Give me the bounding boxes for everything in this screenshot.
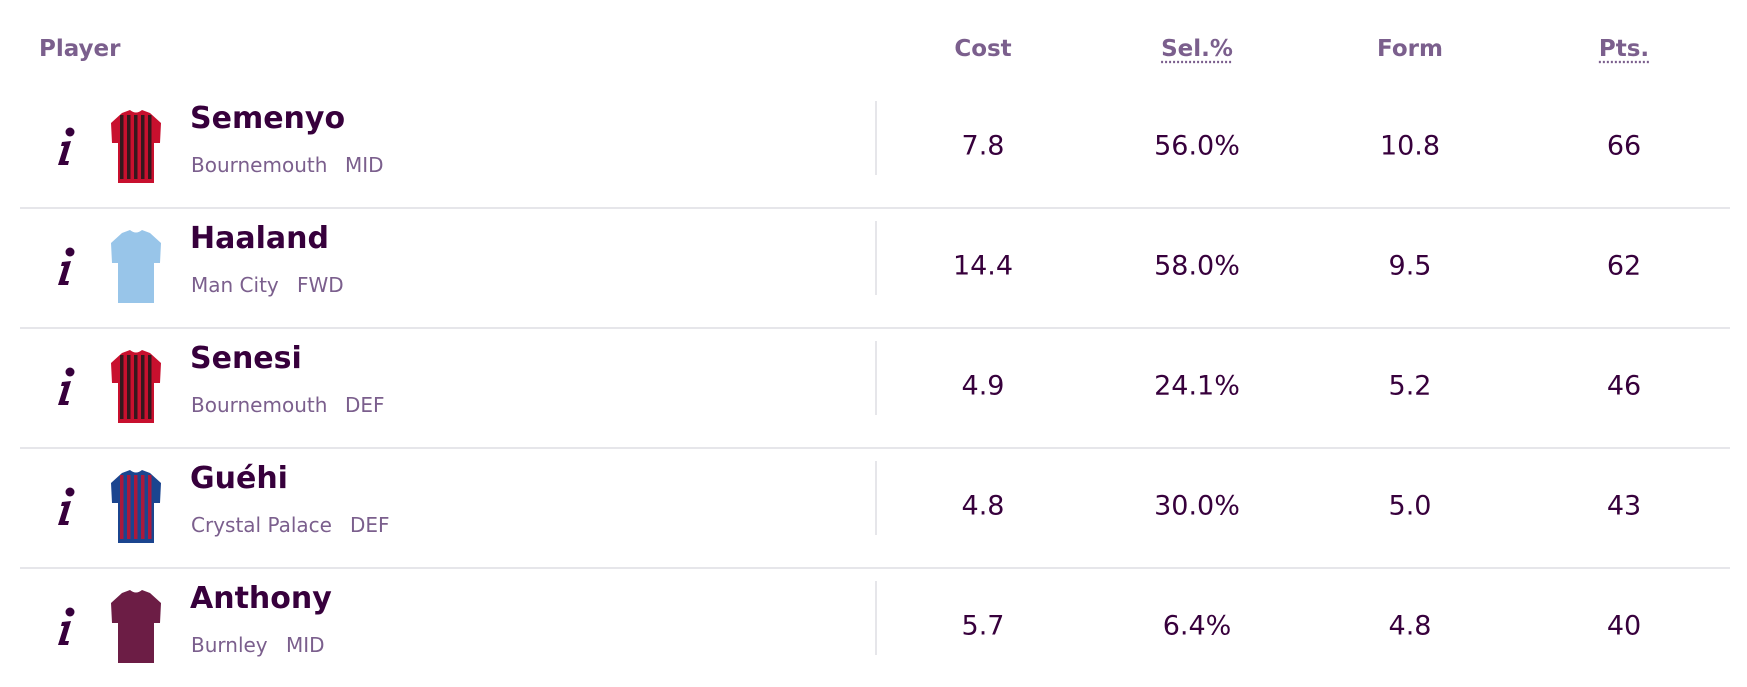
info-icon[interactable] — [50, 125, 80, 169]
stat-selected: 30.0% — [1154, 490, 1240, 522]
header-selected[interactable]: Sel.% — [1161, 36, 1233, 62]
stat-cost: 4.8 — [961, 490, 1005, 522]
column-divider — [875, 581, 877, 655]
stat-form: 10.8 — [1379, 130, 1441, 162]
player-position: MID — [286, 633, 325, 657]
column-divider — [875, 221, 877, 295]
column-divider — [875, 101, 877, 175]
stat-form: 5.0 — [1388, 490, 1432, 522]
stat-points: 66 — [1606, 130, 1642, 162]
stat-selected: 6.4% — [1162, 610, 1232, 642]
player-position: MID — [345, 153, 384, 177]
stat-form: 5.2 — [1388, 370, 1432, 402]
column-divider — [875, 341, 877, 415]
player-row[interactable]: Anthony Burnley MID 5.7 6.4% 4.8 40 — [20, 567, 1730, 687]
info-glyph[interactable] — [50, 365, 80, 409]
player-name[interactable]: Semenyo — [190, 101, 346, 136]
player-position: DEF — [345, 393, 385, 417]
player-position: DEF — [350, 513, 390, 537]
stat-cost: 4.9 — [961, 370, 1005, 402]
shirt-graphic — [111, 110, 161, 183]
stat-selected: 58.0% — [1154, 250, 1240, 282]
stat-cost: 5.7 — [961, 610, 1005, 642]
info-icon[interactable] — [50, 485, 80, 529]
player-name[interactable]: Senesi — [190, 341, 302, 376]
info-icon[interactable] — [50, 245, 80, 289]
player-team: Bournemouth — [191, 393, 328, 417]
header-form[interactable]: Form — [1377, 36, 1443, 62]
player-row[interactable]: Semenyo Bournemouth MID 7.8 56.0% 10.8 66 — [20, 87, 1730, 209]
team-shirt — [110, 349, 162, 425]
team-shirt — [110, 589, 162, 665]
stat-form: 9.5 — [1388, 250, 1432, 282]
player-team: Burnley — [191, 633, 268, 657]
player-name[interactable]: Anthony — [190, 581, 332, 616]
info-glyph[interactable] — [50, 245, 80, 289]
header-player[interactable]: Player — [39, 36, 121, 62]
team-shirt — [110, 109, 162, 185]
header-points[interactable]: Pts. — [1598, 36, 1650, 62]
column-divider — [875, 461, 877, 535]
shirt-graphic — [111, 470, 161, 543]
player-team: Man City — [191, 273, 279, 297]
player-row[interactable]: Senesi Bournemouth DEF 4.9 24.1% 5.2 46 — [20, 327, 1730, 449]
team-shirt — [110, 469, 162, 545]
player-position: FWD — [297, 273, 344, 297]
stat-form: 4.8 — [1388, 610, 1432, 642]
shirt-graphic — [111, 590, 161, 663]
stat-cost: 7.8 — [961, 130, 1005, 162]
info-glyph[interactable] — [50, 485, 80, 529]
info-glyph[interactable] — [50, 605, 80, 649]
player-row[interactable]: Haaland Man City FWD 14.4 58.0% 9.5 62 — [20, 207, 1730, 329]
player-name[interactable]: Haaland — [190, 221, 329, 256]
stat-cost: 14.4 — [952, 250, 1014, 282]
info-icon[interactable] — [50, 605, 80, 649]
info-icon[interactable] — [50, 365, 80, 409]
stat-points: 46 — [1606, 370, 1642, 402]
stat-selected: 56.0% — [1154, 130, 1240, 162]
stat-points: 43 — [1606, 490, 1642, 522]
player-name[interactable]: Guéhi — [190, 461, 288, 496]
player-team: Bournemouth — [191, 153, 328, 177]
shirt-graphic — [111, 230, 161, 303]
stat-points: 40 — [1606, 610, 1642, 642]
stat-selected: 24.1% — [1154, 370, 1240, 402]
stat-points: 62 — [1606, 250, 1642, 282]
team-shirt — [110, 229, 162, 305]
shirt-graphic — [111, 350, 161, 423]
player-row[interactable]: Guéhi Crystal Palace DEF 4.8 30.0% 5.0 43 — [20, 447, 1730, 569]
info-glyph[interactable] — [50, 125, 80, 169]
player-team: Crystal Palace — [191, 513, 332, 537]
header-cost[interactable]: Cost — [954, 36, 1012, 62]
